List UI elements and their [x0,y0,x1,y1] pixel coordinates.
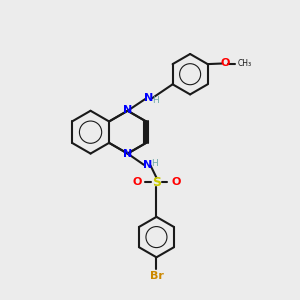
Text: O: O [132,177,142,187]
Text: O: O [171,177,181,187]
Text: N: N [123,105,132,115]
Text: H: H [152,96,159,105]
Text: N: N [144,93,154,103]
Text: H: H [151,159,158,168]
Text: N: N [123,149,132,159]
Text: O: O [221,58,230,68]
Text: CH₃: CH₃ [238,59,252,68]
Text: N: N [143,160,152,170]
Text: Br: Br [149,271,164,281]
Text: S: S [152,176,161,189]
